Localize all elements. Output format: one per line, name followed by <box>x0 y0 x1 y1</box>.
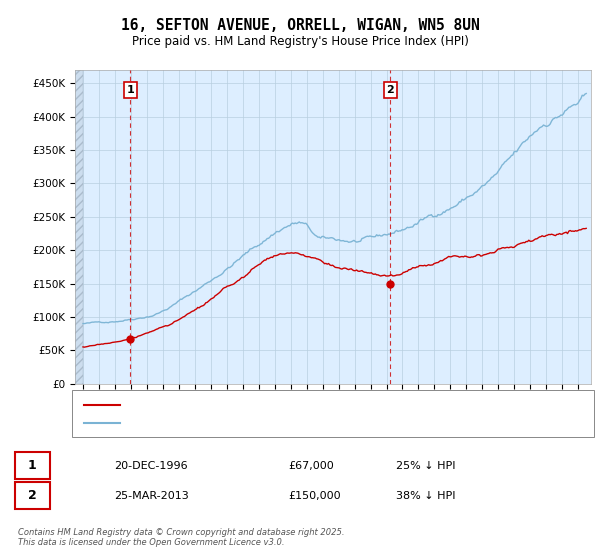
Text: 16, SEFTON AVENUE, ORRELL, WIGAN, WN5 8UN (detached house): 16, SEFTON AVENUE, ORRELL, WIGAN, WN5 8U… <box>126 400 473 409</box>
Text: £150,000: £150,000 <box>288 491 341 501</box>
Text: 25-MAR-2013: 25-MAR-2013 <box>114 491 189 501</box>
Text: 25% ↓ HPI: 25% ↓ HPI <box>396 461 455 471</box>
Text: 20-DEC-1996: 20-DEC-1996 <box>114 461 188 471</box>
Text: Contains HM Land Registry data © Crown copyright and database right 2025.
This d: Contains HM Land Registry data © Crown c… <box>18 528 344 547</box>
Text: 2: 2 <box>386 85 394 95</box>
Text: 16, SEFTON AVENUE, ORRELL, WIGAN, WN5 8UN: 16, SEFTON AVENUE, ORRELL, WIGAN, WN5 8U… <box>121 18 479 32</box>
Text: HPI: Average price, detached house, West Lancashire: HPI: Average price, detached house, West… <box>126 418 404 427</box>
Text: 38% ↓ HPI: 38% ↓ HPI <box>396 491 455 501</box>
Text: Price paid vs. HM Land Registry's House Price Index (HPI): Price paid vs. HM Land Registry's House … <box>131 35 469 48</box>
Text: 1: 1 <box>127 85 134 95</box>
Text: 1: 1 <box>28 459 37 473</box>
Text: £67,000: £67,000 <box>288 461 334 471</box>
Bar <box>75 70 83 384</box>
Text: 2: 2 <box>28 489 37 502</box>
